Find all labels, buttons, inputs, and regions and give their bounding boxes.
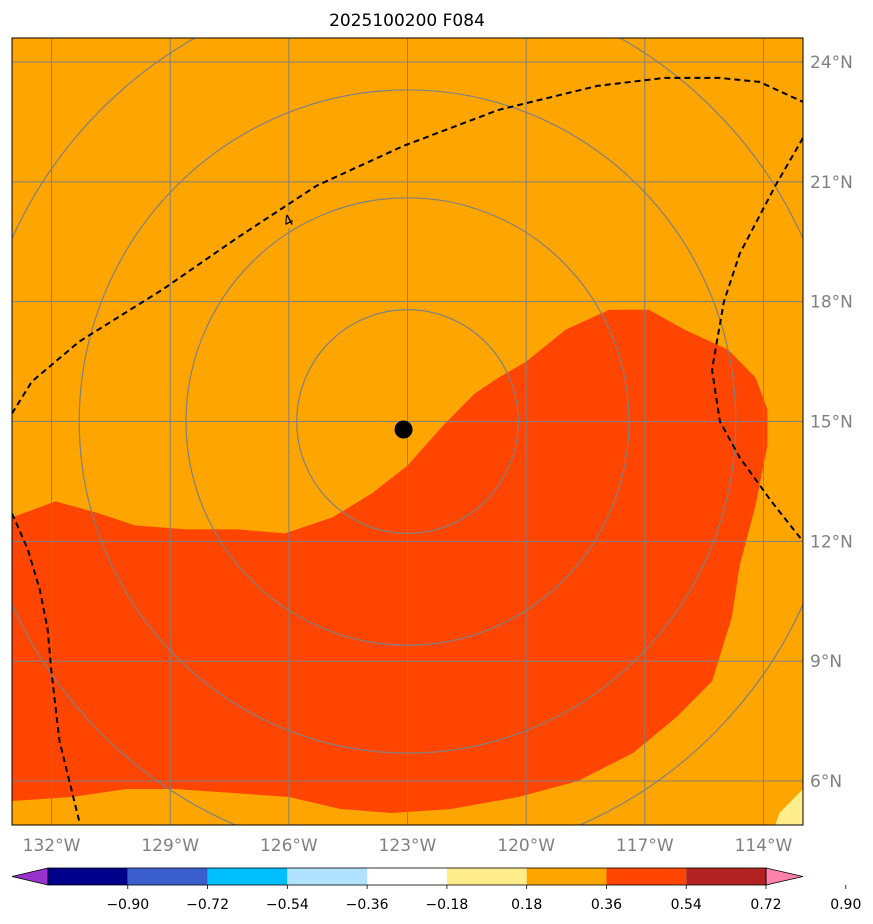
lat-tick-label: 18°N [810, 293, 853, 313]
lat-tick-label: 21°N [810, 173, 853, 193]
colorbar-tick-label: −0.36 [346, 897, 389, 913]
colorbar-min-extend [11, 867, 49, 886]
dashed-contour-1 [12, 76, 803, 415]
colorbar-tick-label: 0.36 [591, 897, 622, 913]
longitude-tick-labels: 132°W 129°W 126°W 123°W 120°W 117°W 114°W [23, 836, 793, 856]
lon-tick-label: 126°W [260, 836, 318, 856]
lon-tick-label: 129°W [141, 836, 199, 856]
dashed-contour-2 [710, 137, 803, 543]
colorbar-segment [606, 868, 687, 885]
colorbar-segment [207, 868, 288, 885]
region-band-0.72 [12, 309, 768, 813]
colorbar: −0.90 −0.72 −0.54 −0.36 −0.18 0.18 0.36 0.54 0.7… [11, 867, 861, 913]
lon-tick-label: 120°W [497, 836, 555, 856]
map-plot-area: 4 [12, 38, 803, 825]
lon-tick-label: 114°W [735, 836, 793, 856]
filled-regions [12, 309, 803, 825]
storm-center [394, 420, 413, 439]
colorbar-segment [127, 868, 208, 885]
region-band-0.36-corner [775, 789, 803, 825]
colorbar-tick-label: 0.54 [671, 897, 702, 913]
colorbar-segment [446, 868, 527, 885]
lat-tick-label: 9°N [810, 652, 842, 672]
colorbar-tick-label: −0.54 [266, 897, 309, 913]
colorbar-max-extend [765, 867, 804, 886]
latitude-tick-labels: 6°N 9°N 12°N 15°N 18°N 21°N 24°N [810, 53, 853, 792]
lat-tick-label: 6°N [810, 772, 842, 792]
colorbar-segment [367, 868, 447, 885]
colorbar-tick-label: −0.18 [425, 897, 468, 913]
colorbar-segment [48, 868, 128, 885]
colorbar-tick-label: 0.72 [750, 897, 781, 913]
colorbar-tick-label: −0.90 [106, 897, 149, 913]
dashed-contour-3 [12, 512, 81, 822]
chart-title: 2025100200 F084 [329, 11, 485, 31]
colorbar-segment [287, 868, 368, 885]
graticule [12, 38, 803, 825]
colorbar-segment [686, 868, 766, 885]
lat-tick-label: 12°N [810, 532, 853, 552]
lon-tick-label: 117°W [616, 836, 674, 856]
dashed-contours: 4 [12, 76, 803, 822]
storm-center-dot [394, 420, 413, 439]
colorbar-segment [526, 868, 607, 885]
contour-label-bg [282, 211, 295, 228]
colorbar-tick-label: 0.18 [511, 897, 542, 913]
lon-tick-label: 132°W [23, 836, 81, 856]
colorbar-frame [47, 867, 767, 886]
colorbar-tick-label: 0.90 [830, 897, 861, 913]
plot-frame [11, 37, 804, 826]
lat-tick-label: 24°N [810, 53, 853, 73]
lat-tick-label: 15°N [810, 413, 853, 433]
colorbar-tick-label: −0.72 [186, 897, 229, 913]
lon-tick-label: 123°W [379, 836, 437, 856]
